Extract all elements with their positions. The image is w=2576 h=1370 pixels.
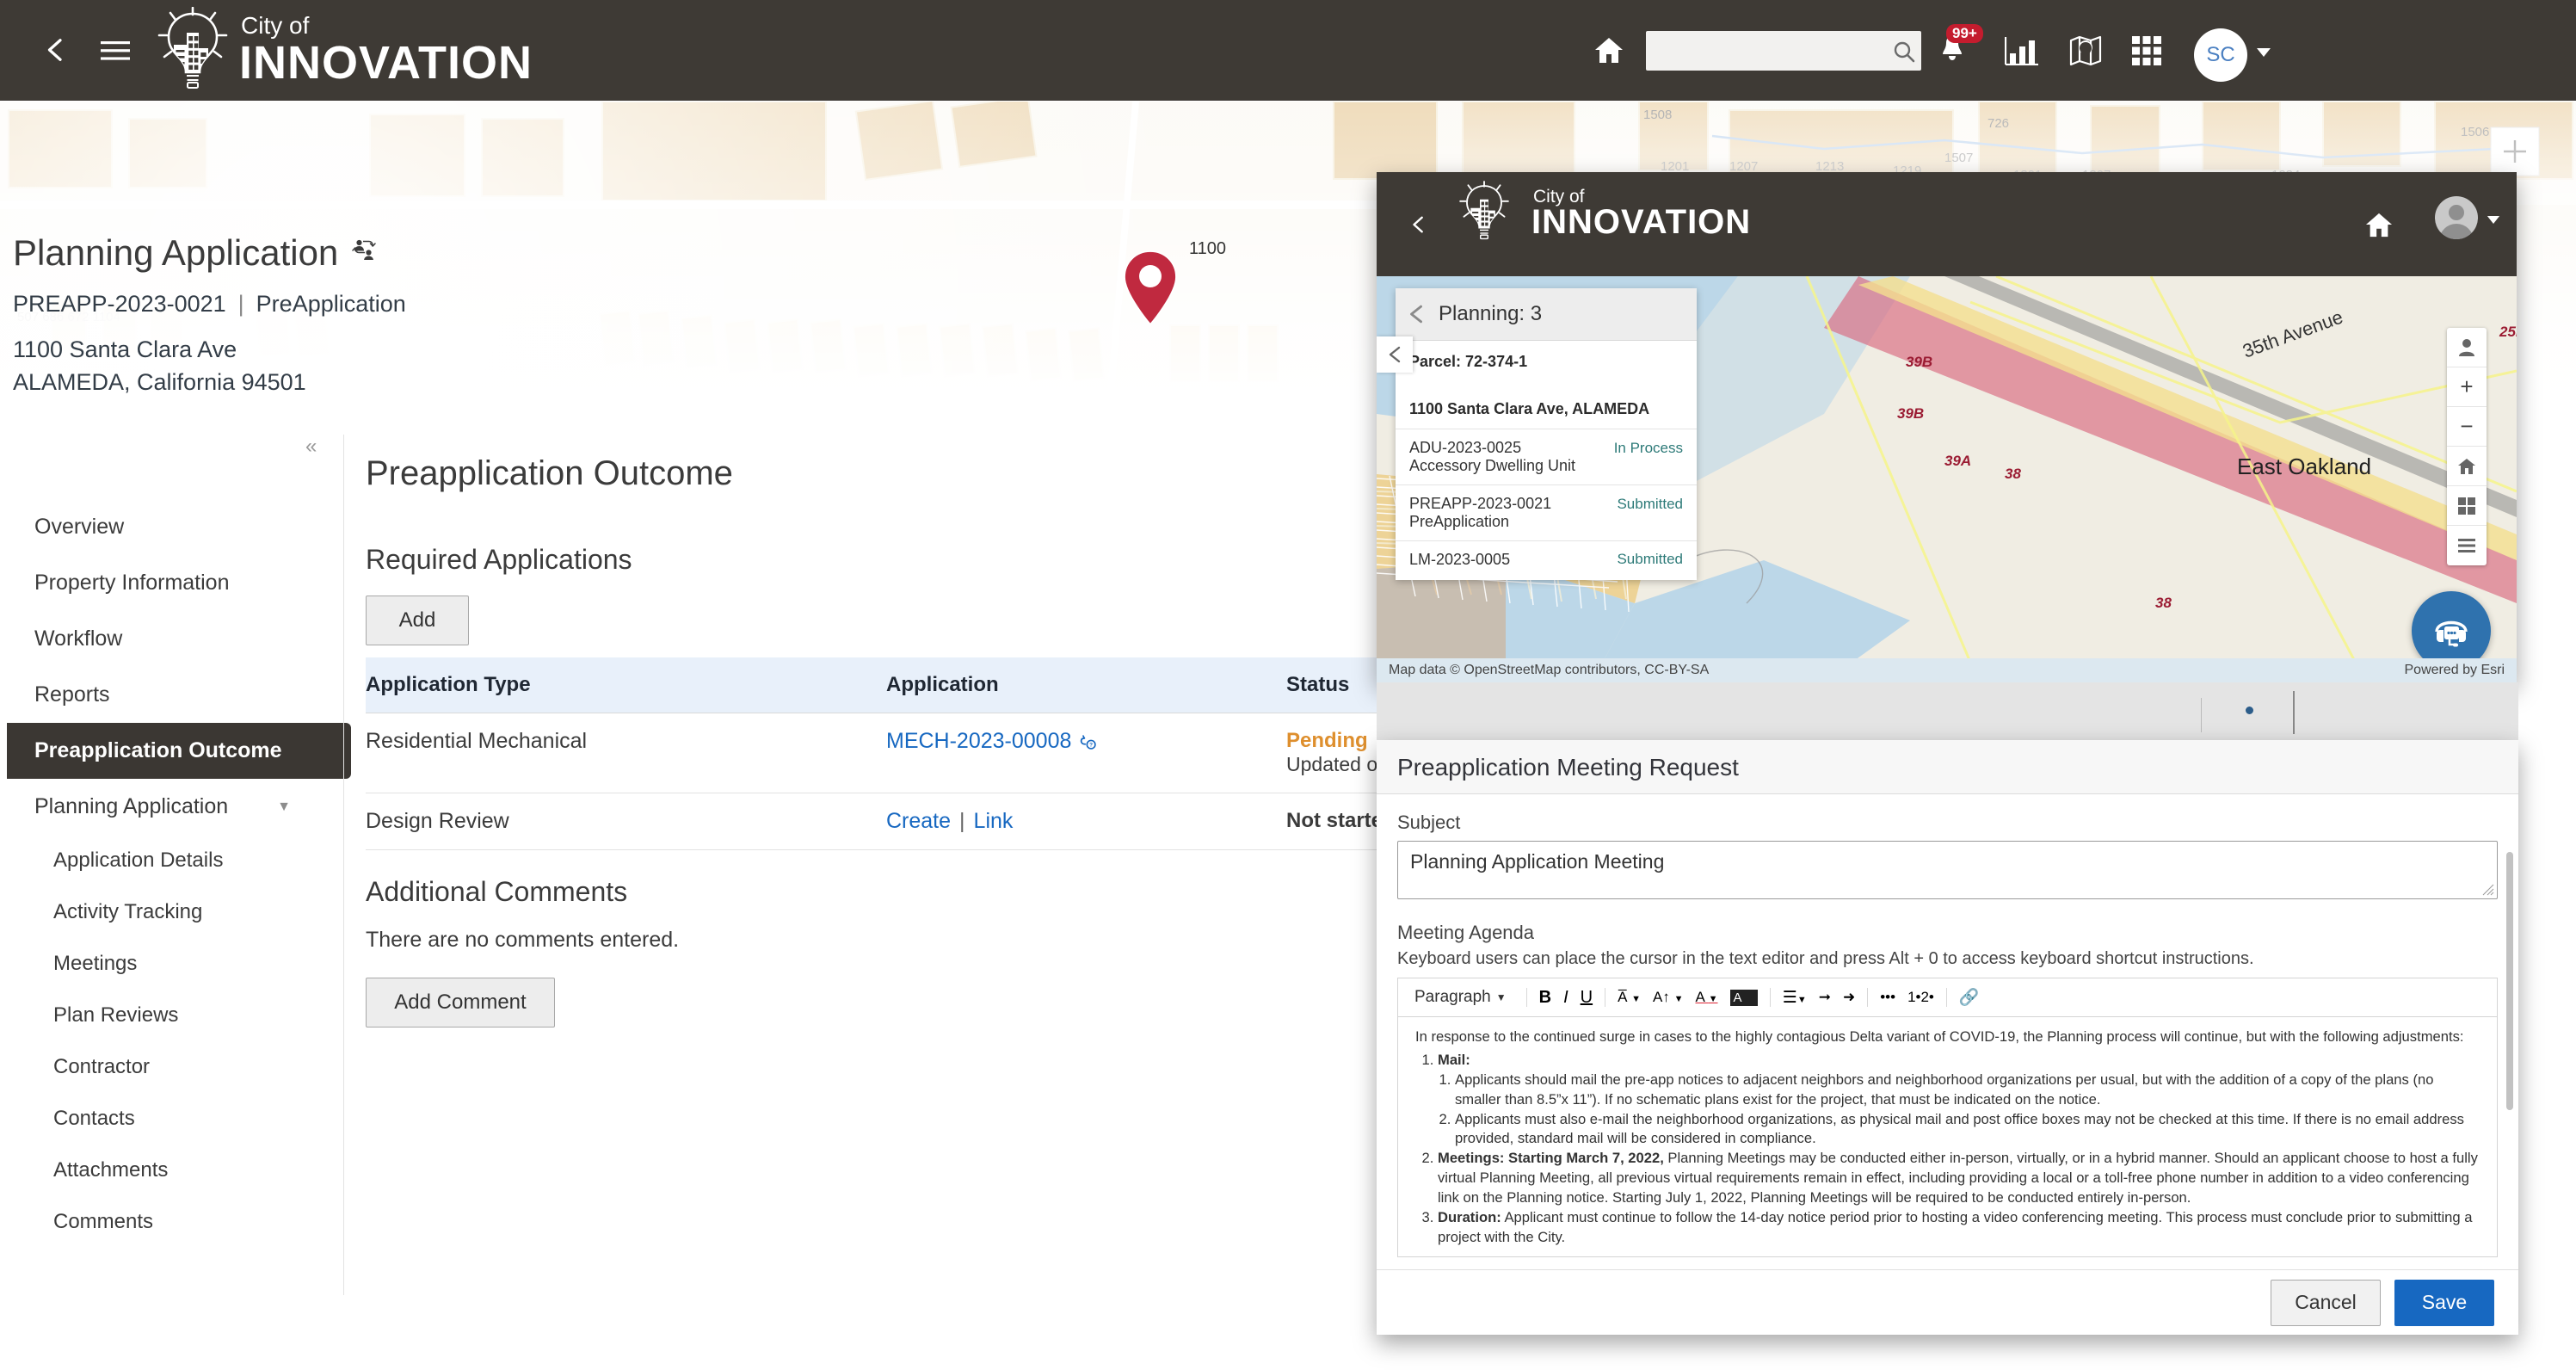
svg-text:East Oakland: East Oakland	[2237, 454, 2371, 479]
svg-text:39B: 39B	[1897, 405, 1924, 422]
svg-text:38: 38	[2005, 466, 2021, 482]
svg-text:25B: 25B	[2499, 324, 2517, 340]
svg-text:39A: 39A	[1944, 453, 1971, 469]
svg-text:?: ?	[1090, 742, 1094, 748]
svg-text:39B: 39B	[1906, 354, 1932, 370]
svg-text:38: 38	[2155, 595, 2172, 611]
